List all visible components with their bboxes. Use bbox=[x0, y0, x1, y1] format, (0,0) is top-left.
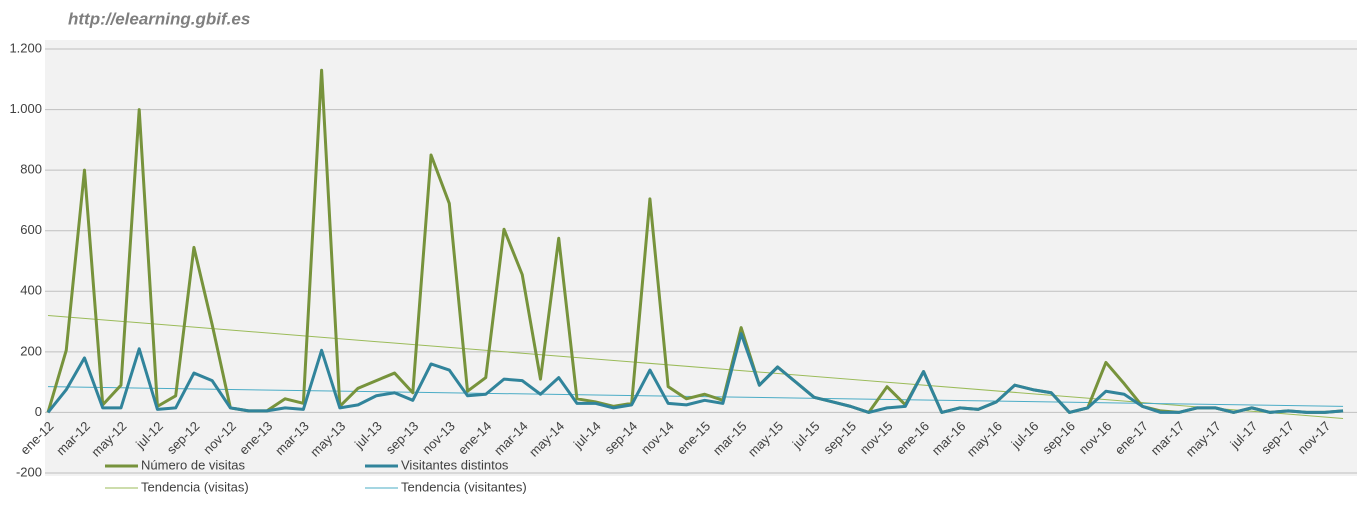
legend-label: Tendencia (visitantes) bbox=[401, 479, 527, 494]
legend-label: Visitantes distintos bbox=[401, 457, 509, 472]
data-line bbox=[46, 332, 1344, 414]
y-tick-label: -200 bbox=[16, 464, 42, 479]
y-tick-label: 200 bbox=[20, 343, 42, 358]
y-tick-label: 600 bbox=[20, 222, 42, 237]
y-tick-label: 1.000 bbox=[9, 101, 42, 116]
legend-label: Tendencia (visitas) bbox=[141, 479, 249, 494]
y-tick-label: 400 bbox=[20, 283, 42, 298]
legend-label: Número de visitas bbox=[141, 457, 246, 472]
trend-line bbox=[47, 315, 1344, 419]
chart-title: http://elearning.gbif.es bbox=[68, 9, 250, 28]
y-tick-label: 1.200 bbox=[9, 40, 42, 55]
y-tick-label: 0 bbox=[35, 404, 42, 419]
y-tick-label: 800 bbox=[20, 162, 42, 177]
